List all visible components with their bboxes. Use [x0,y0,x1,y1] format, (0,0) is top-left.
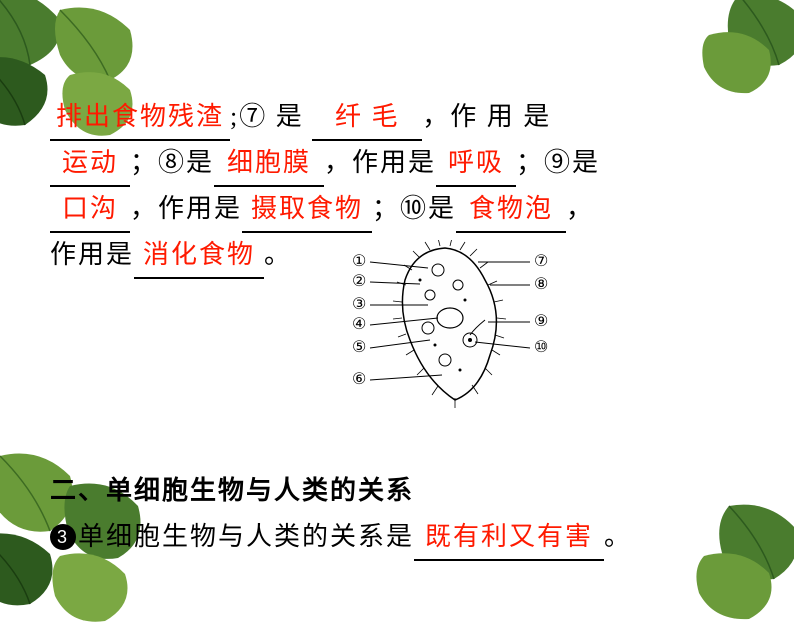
blank-2: 纤 毛 [312,95,422,141]
diagram-label-5: ⑤ [352,339,366,356]
blank-3: 运动 [50,141,130,187]
diagram-label-6: ⑥ [352,371,366,388]
diagram-label-10: ⑩ [534,339,548,356]
bullet-number: 3 [50,524,76,550]
diagram-label-4: ④ [352,316,366,333]
paramecium-diagram: ① ② ③ ④ ⑤ ⑥ ⑦ ⑧ ⑨ ⑩ [310,240,570,410]
diagram-label-7: ⑦ [534,253,548,270]
blank-1: 排出食物残渣 [50,95,230,141]
diagram-label-1: ① [352,253,366,270]
blank-9: 消化食物 [134,233,264,279]
blank-8: 食物泡 [456,187,566,233]
leaf-decoration-top-right [699,0,794,95]
diagram-label-2: ② [352,273,366,290]
blank-relation: 既有利又有害 [414,515,604,561]
section-2: 二、单细胞生物与人类的关系 3单细胞生物与人类的关系是既有利又有害。 [50,470,744,561]
section-2-bullet: 3单细胞生物与人类的关系是既有利又有害。 [50,515,744,561]
section-2-heading: 二、单细胞生物与人类的关系 [50,470,744,507]
text-line-3: 口沟，作用是摄取食物；⑩是食物泡， [50,187,744,233]
blank-5: 呼吸 [436,141,516,187]
blank-6: 口沟 [50,187,130,233]
text-line-1: 排出食物残渣;⑦ 是 纤 毛，作 用 是 [50,95,744,141]
diagram-label-9: ⑨ [534,313,548,330]
diagram-label-3: ③ [352,296,366,313]
diagram-label-8: ⑧ [534,276,548,293]
text-line-2: 运动；⑧是细胞膜，作用是呼吸；⑨是 [50,141,744,187]
blank-4: 细胞膜 [214,141,324,187]
blank-7: 摄取食物 [242,187,372,233]
